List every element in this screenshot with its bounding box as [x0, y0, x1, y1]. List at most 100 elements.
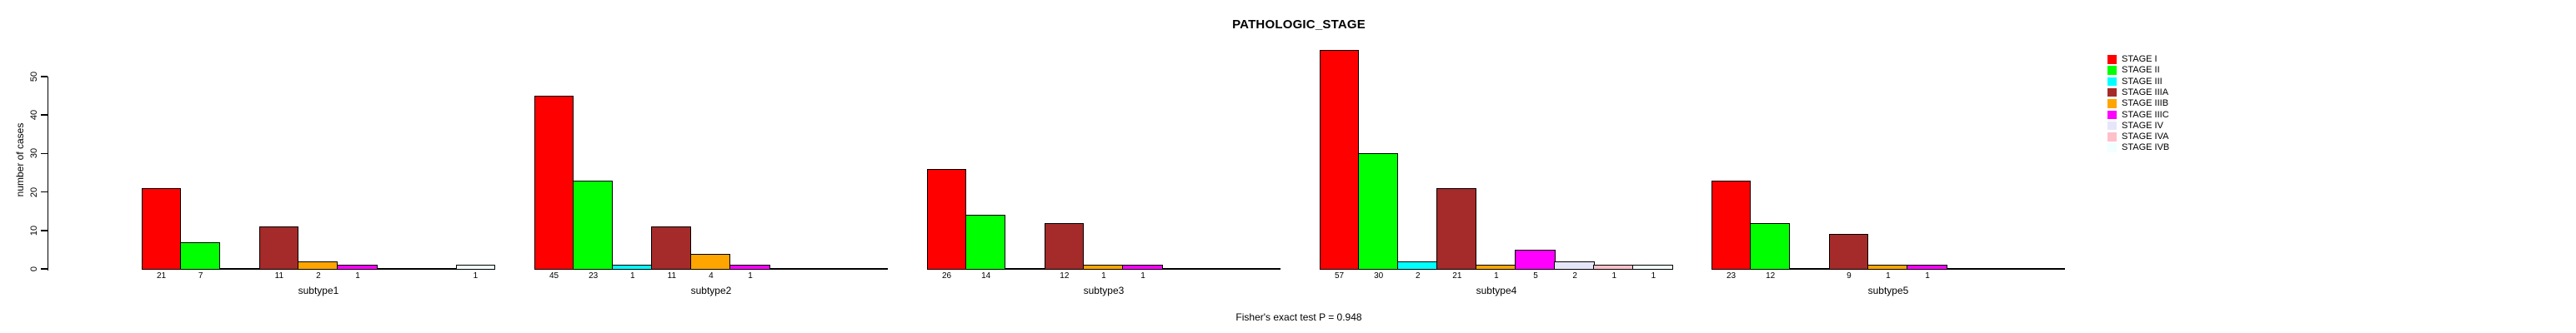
bar-value-label: 7 — [198, 271, 203, 281]
fisher-test-footnote: Fisher's exact test P = 0.948 — [1235, 311, 1362, 323]
y-tick — [40, 230, 48, 231]
bar-value-label: 30 — [1374, 271, 1384, 281]
bar-stage-ii-subtype2 — [572, 180, 614, 271]
legend-swatch-stage-iva — [2107, 132, 2117, 142]
legend-swatch-stage-iiia — [2107, 87, 2117, 97]
bar-stage-iiia-subtype5 — [1829, 234, 1869, 271]
y-tick — [40, 268, 48, 270]
category-label-subtype2: subtype2 — [690, 285, 732, 296]
bar-value-label: 1 — [1925, 271, 1930, 281]
bar-stage-iiia-subtype2 — [650, 226, 692, 271]
bar-stage-iiic-subtype1 — [337, 265, 378, 271]
bar-stage-iiib-subtype4 — [1475, 265, 1516, 271]
bar-value-label: 11 — [274, 271, 284, 281]
bar-value-label: 1 — [1101, 271, 1106, 281]
bar-stage-iiic-subtype3 — [1122, 265, 1163, 271]
legend-label-stage-iv: STAGE IV — [2122, 120, 2163, 131]
bar-value-label: 1 — [355, 271, 360, 281]
bar-value-label: 1 — [1140, 271, 1145, 281]
category-label-subtype5: subtype5 — [1867, 285, 1909, 296]
legend-label-stage-i: STAGE I — [2122, 54, 2158, 64]
y-tick-label: 20 — [29, 186, 39, 197]
bar-value-label: 11 — [667, 271, 677, 281]
bar-value-label: 1 — [629, 271, 635, 281]
y-tick — [40, 76, 48, 77]
bar-stage-ii-subtype5 — [1749, 222, 1791, 271]
bar-stage-iiic-subtype5 — [1907, 265, 1947, 271]
bar-value-label: 14 — [981, 271, 991, 281]
bar-stage-i-subtype1 — [142, 187, 182, 271]
bar-value-label: 12 — [1766, 271, 1776, 281]
legend-label-stage-iva: STAGE IVA — [2122, 132, 2169, 142]
legend-label-stage-ii: STAGE II — [2122, 65, 2160, 76]
bar-stage-iii-subtype2 — [611, 265, 653, 271]
legend-swatch-stage-iii — [2107, 77, 2117, 87]
bar-stage-ii-subtype3 — [965, 215, 1006, 271]
category-label-subtype1: subtype1 — [298, 285, 339, 296]
legend-label-stage-iiia: STAGE IIIA — [2122, 87, 2169, 97]
y-tick-label: 10 — [29, 225, 39, 236]
bar-value-label: 2 — [316, 271, 321, 281]
legend-swatch-stage-iiib — [2107, 99, 2117, 108]
bar-stage-i-subtype2 — [534, 96, 574, 271]
y-tick-label: 40 — [29, 110, 39, 121]
y-tick — [40, 114, 48, 116]
legend-swatch-stage-ii — [2107, 66, 2117, 75]
legend-swatch-stage-iv — [2107, 121, 2117, 131]
chart-title: PATHOLOGIC_STAGE — [1232, 17, 1366, 32]
bar-value-label: 1 — [1651, 271, 1656, 281]
bar-stage-iiic-subtype2 — [729, 265, 770, 271]
bar-stage-iiib-subtype3 — [1082, 265, 1124, 271]
bar-value-label: 1 — [1494, 271, 1499, 281]
bar-value-label: 5 — [1533, 271, 1538, 281]
y-tick — [40, 191, 48, 193]
bar-stage-i-subtype5 — [1711, 180, 1752, 271]
bar-value-label: 21 — [156, 271, 167, 281]
y-axis-label: number of cases — [14, 122, 26, 197]
legend-label-stage-ivb: STAGE IVB — [2122, 142, 2170, 153]
bar-value-label: 1 — [1611, 271, 1617, 281]
bar-stage-iiia-subtype1 — [259, 226, 299, 271]
bar-stage-iiia-subtype4 — [1436, 187, 1477, 271]
y-tick-label: 30 — [29, 148, 39, 159]
bar-value-label: 1 — [473, 271, 479, 281]
bar-value-label: 2 — [1415, 271, 1421, 281]
bar-stage-iiia-subtype3 — [1045, 222, 1085, 271]
category-label-subtype4: subtype4 — [1476, 285, 1517, 296]
legend-swatch-stage-i — [2107, 55, 2117, 64]
legend-label-stage-iiib: STAGE IIIB — [2122, 98, 2169, 109]
bar-value-label: 57 — [1334, 271, 1345, 281]
bar-value-label: 2 — [1572, 271, 1577, 281]
bar-stage-ii-subtype4 — [1357, 153, 1399, 271]
y-axis-line — [47, 77, 48, 271]
bar-stage-iiic-subtype4 — [1515, 249, 1556, 271]
bar-stage-i-subtype3 — [927, 168, 967, 271]
legend-label-stage-iiic: STAGE IIIC — [2122, 109, 2169, 120]
bar-value-label: 9 — [1847, 271, 1852, 281]
legend-swatch-stage-iiic — [2107, 110, 2117, 119]
bar-stage-iiib-subtype2 — [689, 253, 731, 271]
bar-stage-iv-subtype4 — [1554, 261, 1595, 271]
bar-value-label: 23 — [589, 271, 599, 281]
y-tick-label: 50 — [29, 71, 39, 82]
category-label-subtype3: subtype3 — [1083, 285, 1125, 296]
bar-stage-iva-subtype4 — [1593, 265, 1634, 271]
bar-stage-iiib-subtype1 — [297, 261, 338, 271]
y-tick-label: 0 — [29, 266, 39, 272]
y-tick — [40, 152, 48, 155]
bar-value-label: 26 — [941, 271, 952, 281]
bar-value-label: 1 — [748, 271, 753, 281]
bar-stage-iii-subtype4 — [1396, 261, 1438, 271]
bar-value-label: 12 — [1060, 271, 1070, 281]
bar-stage-ivb-subtype1 — [455, 265, 495, 271]
legend-label-stage-iii: STAGE III — [2122, 76, 2163, 87]
bar-stage-ivb-subtype4 — [1632, 265, 1673, 271]
bar-value-label: 21 — [1452, 271, 1462, 281]
bar-stage-i-subtype4 — [1320, 49, 1360, 271]
bar-value-label: 23 — [1726, 271, 1737, 281]
bar-value-label: 1 — [1886, 271, 1891, 281]
bar-value-label: 4 — [709, 271, 714, 281]
legend-swatch-stage-ivb — [2107, 143, 2117, 152]
bar-stage-iiib-subtype5 — [1867, 265, 1908, 271]
